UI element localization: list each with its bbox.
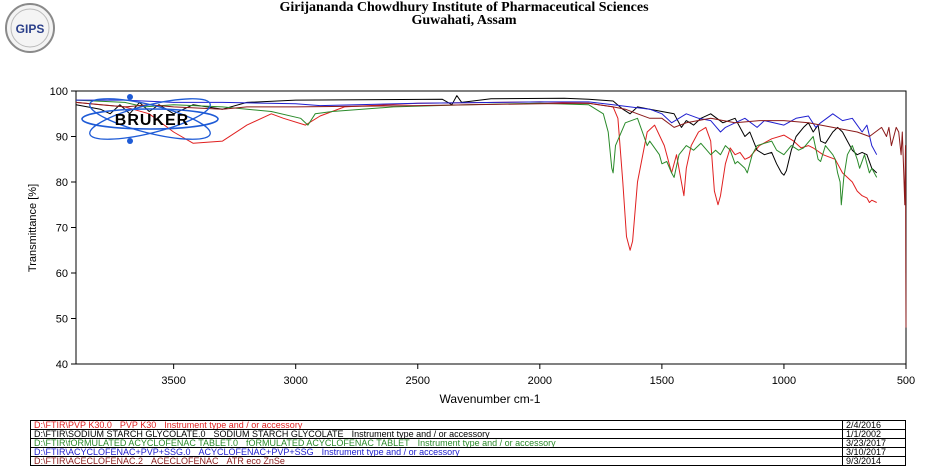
legend-info: Instrument type and / or accessory <box>417 438 556 448</box>
x-tick-label: 3500 <box>161 375 185 387</box>
legend-sample: SODIUM STARCH GLYCOLATE <box>213 429 344 439</box>
y-tick-label: 50 <box>56 314 68 326</box>
x-tick-label: 2500 <box>406 375 430 387</box>
bruker-logo-text: BRUKER <box>115 112 189 129</box>
legend-path: D:\FTIR\PVP K30.0 <box>34 420 112 430</box>
legend-row: D:\FTIR\ACECLOFENAC.2 ACECLOFENAC ATR eco … <box>30 456 906 466</box>
y-tick-label: 70 <box>56 223 68 235</box>
x-tick-label: 500 <box>897 375 915 387</box>
legend-entry: D:\FTIR\PVP K30.0 PVP K30 Instrument type … <box>30 420 843 430</box>
legend-info: ATR eco ZnSe <box>226 456 285 466</box>
legend-entry: D:\FTIR\SODIUM STARCH GLYCOLATE.0 SODIUM … <box>30 429 843 439</box>
legend-row: D:\FTIR\fORMULATED ACYCLOFENAC TABLET.0 f… <box>30 438 906 448</box>
legend-info: Instrument type and / or accessory <box>321 447 460 457</box>
x-tick-label: 2000 <box>528 375 552 387</box>
y-tick-label: 100 <box>50 86 68 98</box>
x-axis-label: Wavenumber cm-1 <box>440 392 541 406</box>
institute-name: Girijananda Chowdhury Institute of Pharm… <box>279 0 649 15</box>
legend-path: D:\FTIR\ACYCLOFENAC+PVP+SSG.0 <box>34 447 191 457</box>
legend-sample: ACYCLOFENAC+PVP+SSG <box>198 447 314 457</box>
spectra-legend: D:\FTIR\PVP K30.0 PVP K30 Instrument type … <box>30 420 906 466</box>
legend-sample: fORMULATED ACYCLOFENAC TABLET <box>246 438 410 448</box>
legend-date: 3/10/2017 <box>842 447 906 457</box>
series-line-0 <box>75 101 877 251</box>
legend-entry: D:\FTIR\ACECLOFENAC.2 ACECLOFENAC ATR eco … <box>30 456 843 466</box>
y-tick-label: 60 <box>56 268 68 280</box>
legend-path: D:\FTIR\ACECLOFENAC.2 <box>34 456 144 466</box>
legend-entry: D:\FTIR\ACYCLOFENAC+PVP+SSG.0 ACYCLOFENAC… <box>30 447 843 457</box>
series-line-4 <box>75 101 907 328</box>
gips-logo: GIPS <box>5 3 55 53</box>
x-tick-label: 1000 <box>772 375 796 387</box>
x-axis: 3500 3000 2500 2000 1500 1000 500 <box>161 364 915 387</box>
legend-date: 9/3/2014 <box>842 456 906 466</box>
x-tick-label: 1500 <box>650 375 674 387</box>
series-line-2 <box>75 99 878 206</box>
y-axis-label: Transmittance [%] <box>27 184 39 272</box>
logo-text: GIPS <box>16 22 45 36</box>
series-group <box>75 95 907 328</box>
y-tick-label: 90 <box>56 132 68 144</box>
ftir-chart: 40 50 60 70 80 90 100 3500 3000 2500 2000 1500 1000… <box>27 86 915 406</box>
legend-sample: ACECLOFENAC <box>151 456 219 466</box>
bruker-logo: BRUKER <box>81 94 219 144</box>
plot-frame <box>75 90 907 365</box>
legend-row: D:\FTIR\ACYCLOFENAC+PVP+SSG.0 ACYCLOFENAC… <box>30 447 906 457</box>
legend-date: 1/1/2002 <box>842 429 906 439</box>
legend-row: D:\FTIR\PVP K30.0 PVP K30 Instrument type … <box>30 420 906 430</box>
legend-info: Instrument type and / or accessory <box>164 420 303 430</box>
series-line-3 <box>76 99 878 155</box>
legend-date: 3/23/2017 <box>842 438 906 448</box>
x-tick-label: 3000 <box>283 375 307 387</box>
legend-entry: D:\FTIR\fORMULATED ACYCLOFENAC TABLET.0 f… <box>30 438 843 448</box>
legend-date: 2/4/2016 <box>842 420 906 430</box>
legend-info: Instrument type and / or accessory <box>351 429 490 439</box>
legend-row: D:\FTIR\SODIUM STARCH GLYCOLATE.0 SODIUM … <box>30 429 906 439</box>
legend-sample: PVP K30 <box>119 420 157 430</box>
y-tick-label: 80 <box>56 177 68 189</box>
y-tick-label: 40 <box>56 359 68 371</box>
legend-path: D:\FTIR\fORMULATED ACYCLOFENAC TABLET.0 <box>34 438 239 448</box>
legend-path: D:\FTIR\SODIUM STARCH GLYCOLATE.0 <box>34 429 206 439</box>
y-axis: 40 50 60 70 80 90 100 <box>50 86 76 371</box>
institute-location: Guwahati, Assam <box>411 13 517 28</box>
